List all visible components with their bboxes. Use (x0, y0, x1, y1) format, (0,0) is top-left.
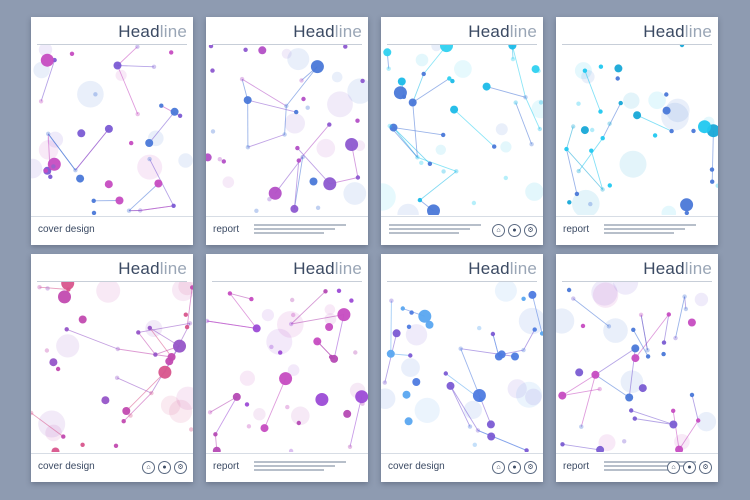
headline-part-b: line (159, 22, 187, 41)
settings-icon: ⚙ (699, 461, 712, 474)
header-divider (212, 281, 362, 282)
headline-part-b: line (684, 22, 712, 41)
settings-icon: ⚙ (524, 224, 537, 237)
headline-part-a: Head (468, 22, 510, 41)
footer-body-text-lines (604, 461, 696, 473)
settings-icon: ⚙ (174, 461, 187, 474)
header-divider (562, 281, 712, 282)
header-divider (37, 281, 187, 282)
footer-icon-group: ⌂ ● ⚙ (142, 461, 187, 474)
home-icon: ⌂ (492, 224, 505, 237)
headline-part-b: line (334, 22, 362, 41)
brochure-cover-card: Headline ⌂ ● ⚙ (381, 17, 543, 245)
footer-body-text-lines (254, 461, 346, 473)
headline-part-b: line (684, 259, 712, 278)
card-footer: report ⌂ ● ⚙ (556, 453, 718, 482)
user-icon: ● (683, 461, 696, 474)
card-headline: Headline (293, 259, 362, 279)
brochure-cover-card: Headline cover design (31, 17, 193, 245)
headline-part-b: line (334, 259, 362, 278)
header-divider (387, 44, 537, 45)
card-headline: Headline (118, 22, 187, 42)
home-icon: ⌂ (142, 461, 155, 474)
molecular-network-illustration (381, 282, 543, 452)
footer-label: report (563, 224, 590, 235)
molecular-network-illustration (556, 282, 717, 452)
brochure-cover-card: Headline report (206, 254, 368, 482)
footer-label: cover design (38, 224, 95, 235)
card-headline: Headline (468, 22, 537, 42)
header-divider (562, 44, 712, 45)
card-footer: cover design ⌂ ● ⚙ (31, 453, 193, 482)
headline-part-a: Head (118, 259, 160, 278)
home-icon: ⌂ (492, 461, 505, 474)
card-headline: Headline (643, 259, 712, 279)
footer-body-text-lines (254, 224, 346, 236)
card-footer: report (206, 453, 368, 482)
molecular-network-illustration (31, 45, 193, 215)
user-icon: ● (508, 224, 521, 237)
brochure-cover-card: Headline cover design ⌂ ● ⚙ (381, 254, 543, 482)
headline-part-a: Head (293, 259, 335, 278)
headline-part-a: Head (293, 22, 335, 41)
settings-icon: ⚙ (524, 461, 537, 474)
footer-label: cover design (388, 461, 445, 472)
header-divider (37, 44, 187, 45)
card-headline: Headline (293, 22, 362, 42)
footer-body-text-lines (389, 224, 481, 236)
brochure-cover-card: Headline cover design ⌂ ● ⚙ (31, 254, 193, 482)
molecular-network-illustration (564, 45, 718, 215)
card-headline: Headline (643, 22, 712, 42)
molecular-network-illustration (381, 45, 543, 215)
card-footer: report (556, 216, 718, 245)
card-footer: ⌂ ● ⚙ (381, 216, 543, 245)
footer-icon-group: ⌂ ● ⚙ (492, 461, 537, 474)
user-icon: ● (158, 461, 171, 474)
card-headline: Headline (118, 259, 187, 279)
headline-part-a: Head (643, 22, 685, 41)
footer-label: report (563, 461, 590, 472)
footer-icon-group: ⌂ ● ⚙ (492, 224, 537, 237)
brochure-cover-card: Headline report (206, 17, 368, 245)
molecular-network-illustration (31, 282, 193, 452)
headline-part-a: Head (118, 22, 160, 41)
headline-part-b: line (509, 259, 537, 278)
headline-part-b: line (509, 22, 537, 41)
header-divider (212, 44, 362, 45)
footer-body-text-lines (604, 224, 696, 236)
card-footer: cover design (31, 216, 193, 245)
molecular-network-illustration (206, 288, 368, 452)
card-headline: Headline (468, 259, 537, 279)
card-footer: cover design ⌂ ● ⚙ (381, 453, 543, 482)
molecular-network-illustration (206, 45, 368, 213)
footer-icon-group: ⌂ ● ⚙ (667, 461, 712, 474)
brochure-cover-card: Headline report ⌂ ● ⚙ (556, 254, 718, 482)
headline-part-a: Head (468, 259, 510, 278)
header-divider (387, 281, 537, 282)
card-footer: report (206, 216, 368, 245)
home-icon: ⌂ (667, 461, 680, 474)
headline-part-a: Head (643, 259, 685, 278)
headline-part-b: line (159, 259, 187, 278)
footer-label: report (213, 461, 240, 472)
user-icon: ● (508, 461, 521, 474)
footer-label: report (213, 224, 240, 235)
footer-label: cover design (38, 461, 95, 472)
brochure-cover-card: Headline report (556, 17, 718, 245)
